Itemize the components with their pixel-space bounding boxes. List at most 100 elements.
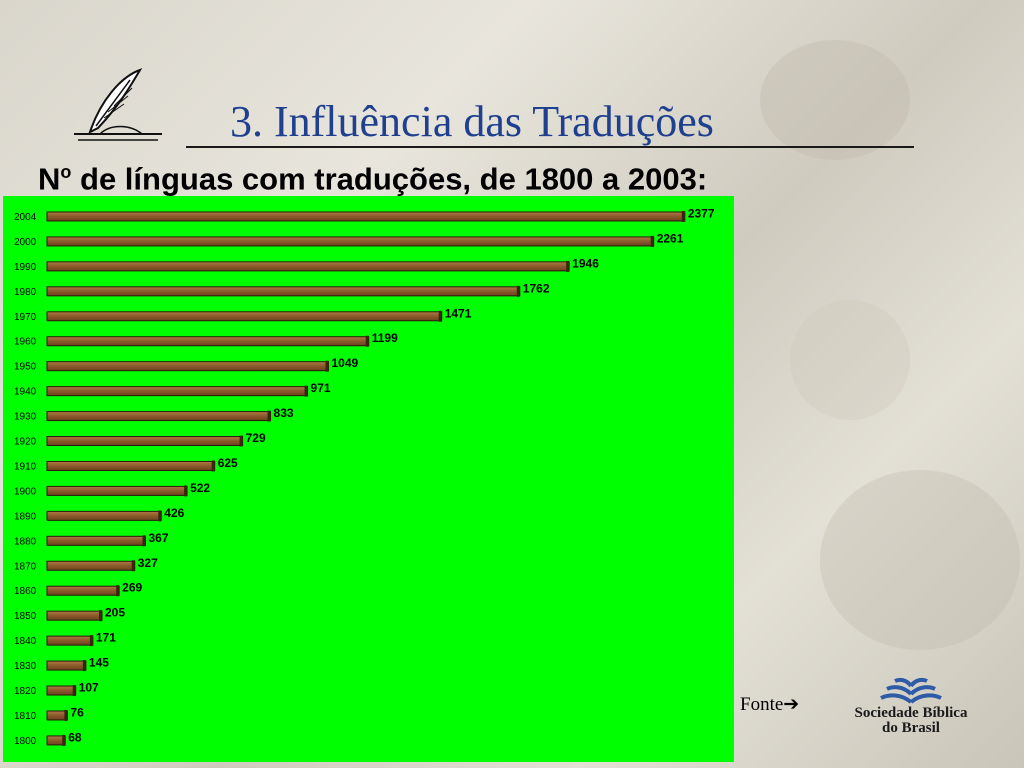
category-label: 1820 [14,686,37,697]
bar-end-cap [99,610,103,622]
logo-text-line1: Sociedade Bíblica [854,705,968,721]
category-label: 1860 [14,586,37,597]
bar [46,660,87,671]
data-label: 171 [96,631,116,645]
bar-chart: 2004 2377 2000 2261 1990 1946 1980 1762 1970 1471… [14,206,715,747]
data-label: 625 [218,456,238,470]
source-label: Fonte➔ [740,693,799,716]
bar-end-cap [239,435,243,447]
bar [46,361,329,372]
page-title: 3. Influência das Traduções [230,97,714,146]
bar [46,261,570,272]
category-label: 1970 [14,312,37,323]
background-shape [790,300,910,420]
bar-end-cap [72,685,76,697]
data-label: 426 [164,506,184,520]
bar [46,560,136,571]
category-label: 1830 [14,661,37,672]
subtitle-superscript: o [60,162,72,182]
chart-panel: 2004 2377 2000 2261 1990 1946 1980 1762 1970 1471… [3,196,734,762]
category-label: 1940 [14,387,37,398]
bar [46,311,443,322]
open-book-icon [880,677,942,704]
data-label: 145 [89,656,109,670]
data-label: 1049 [331,356,358,370]
data-label: 76 [70,705,84,719]
bar [46,535,146,546]
category-label: 1850 [14,611,37,622]
quill-pen-icon [74,68,162,141]
source-text: Fonte [740,694,784,715]
bar-end-cap [325,360,329,372]
data-label: 269 [122,581,142,595]
bar [46,610,103,621]
subtitle-prefix: N [38,161,61,197]
bar-end-cap [211,460,215,472]
data-label: 1471 [445,306,472,320]
bar [46,336,370,347]
category-label: 1920 [14,437,37,448]
bar [46,386,309,397]
category-label: 1890 [14,511,37,522]
data-label: 1762 [523,281,550,295]
bar-end-cap [650,235,654,247]
bar-end-cap [365,335,369,347]
category-label: 1880 [14,536,37,547]
bar-end-cap [438,310,442,322]
data-label: 327 [138,556,158,570]
logo-text-line2: do Brasil [882,720,940,736]
publisher-logo: Sociedade Bíblica do Brasil [846,672,976,740]
category-label: 1900 [14,486,37,497]
category-label: 1990 [14,262,37,273]
bar-end-cap [142,535,146,547]
category-label: 1870 [14,561,37,572]
bar-end-cap [64,709,68,721]
data-label: 2261 [657,231,684,245]
category-label: 1810 [14,711,37,722]
bar-end-cap [89,635,93,647]
category-label: 1950 [14,362,37,373]
data-label: 833 [274,406,294,420]
background-shape [760,40,910,160]
data-label: 971 [311,381,331,395]
category-label: 1980 [14,287,37,298]
bar-end-cap [267,410,271,422]
bar [46,585,120,596]
title-underline: 3. Influência das Traduções [186,98,914,148]
bar [46,286,521,297]
right-arrow-icon: ➔ [783,694,800,715]
page-subtitle: No de línguas com traduções, de 1800 a 2… [38,152,707,199]
subtitle-text: de línguas com traduções, de 1800 a 2003… [71,161,708,197]
category-label: 1930 [14,412,37,423]
bar-end-cap [681,210,685,222]
data-label: 107 [79,681,99,695]
category-label: 1910 [14,461,37,472]
bar [46,436,244,447]
bar [46,485,188,496]
bar [46,510,162,521]
bar [46,411,272,422]
category-label: 2000 [14,237,37,248]
data-label: 205 [105,606,125,620]
category-label: 1960 [14,337,37,348]
data-label: 2377 [688,206,715,220]
bar [46,635,94,646]
data-label: 367 [148,531,168,545]
bar [46,710,68,721]
category-label: 1840 [14,636,37,647]
bar-end-cap [116,585,120,597]
bar [46,685,77,696]
bar [46,211,686,222]
data-label: 1946 [572,256,599,270]
bar [46,236,655,247]
bar-end-cap [184,485,188,497]
bar-end-cap [158,510,162,522]
background-shape [820,470,1020,650]
bar-end-cap [62,734,66,746]
bar-end-cap [516,285,520,297]
data-label: 729 [246,431,266,445]
category-label: 2004 [14,212,37,223]
bar [46,460,216,471]
data-label: 522 [190,481,210,495]
category-label: 1800 [14,736,37,747]
